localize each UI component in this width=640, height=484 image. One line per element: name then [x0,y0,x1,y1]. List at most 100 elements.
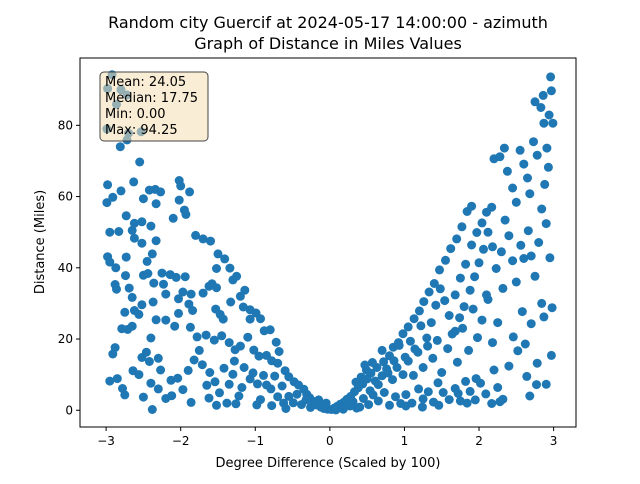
data-point [541,219,551,229]
data-point [477,218,487,228]
data-point [129,218,139,228]
x-tick-label: 2 [475,434,483,448]
data-point [141,347,151,357]
data-point [530,97,540,107]
data-point [542,143,552,153]
data-point [238,302,248,312]
data-point [417,402,427,412]
stats-mean: Mean: 24.05 [105,75,186,90]
data-point [429,279,439,288]
data-point [176,181,186,191]
y-tick-label: 80 [58,118,73,132]
data-point [513,346,523,356]
data-point [146,333,156,343]
data-point [198,288,208,298]
data-point [186,397,196,407]
data-point [377,345,387,355]
data-point [127,225,137,235]
y-tick-label: 40 [58,261,73,275]
data-point [419,297,429,307]
data-point [209,335,219,345]
data-point [474,258,484,268]
data-point [437,368,447,377]
data-point [453,389,463,398]
data-point [487,399,497,408]
data-point [121,211,131,221]
data-point [379,357,389,367]
data-point [178,287,188,297]
data-point [239,363,249,372]
data-point [153,384,163,394]
data-point [546,86,556,96]
data-point [491,264,501,273]
data-point [532,358,542,368]
x-tick-label: 3 [550,434,558,448]
data-point [178,385,188,395]
data-point [543,162,553,172]
data-point [174,294,183,304]
data-point [159,279,168,289]
data-point [256,314,265,324]
data-point [161,315,171,325]
data-point [138,194,148,204]
data-point [523,173,532,183]
data-point [270,371,280,381]
data-point [151,236,161,246]
data-point [391,392,400,402]
data-point [234,391,244,401]
data-point [435,284,445,294]
data-point [481,389,491,399]
data-point [217,331,227,341]
y-tick-label: 60 [58,190,73,204]
data-point [434,400,444,410]
data-point [174,308,183,318]
data-point [433,378,443,388]
data-point [398,370,408,380]
data-point [389,356,399,366]
data-point [468,304,478,314]
data-point [226,297,236,307]
data-point [114,227,124,236]
x-tick-label: 1 [401,434,409,448]
data-point [225,263,235,273]
data-point [508,256,518,266]
data-point [385,400,394,410]
data-point [526,251,536,261]
data-point [266,384,276,394]
data-point [228,369,238,379]
data-point [292,389,302,399]
data-point [120,390,130,400]
data-point [440,296,450,306]
data-point [170,321,180,331]
data-point [301,395,311,405]
data-point [511,277,521,287]
data-point [450,290,460,300]
data-point [274,347,284,356]
data-point [137,238,147,248]
x-tick-label: −3 [97,434,115,448]
data-point [441,255,450,265]
data-point [156,187,166,197]
data-point [477,315,487,325]
data-point [213,249,223,259]
data-point [545,253,555,263]
data-point [519,159,529,169]
data-point [465,285,475,295]
data-point [364,400,374,410]
data-point [529,137,538,147]
data-point [532,150,542,160]
data-point [370,376,380,386]
data-point [379,388,389,397]
data-point [422,333,432,343]
data-point [538,90,548,100]
data-point [205,368,215,377]
data-point [121,252,131,262]
data-point [461,259,471,269]
data-point [520,339,530,349]
data-point [467,201,477,211]
data-point [493,318,503,328]
data-point [105,376,115,386]
data-point [452,234,462,244]
data-point [356,372,366,382]
data-point [111,263,121,273]
